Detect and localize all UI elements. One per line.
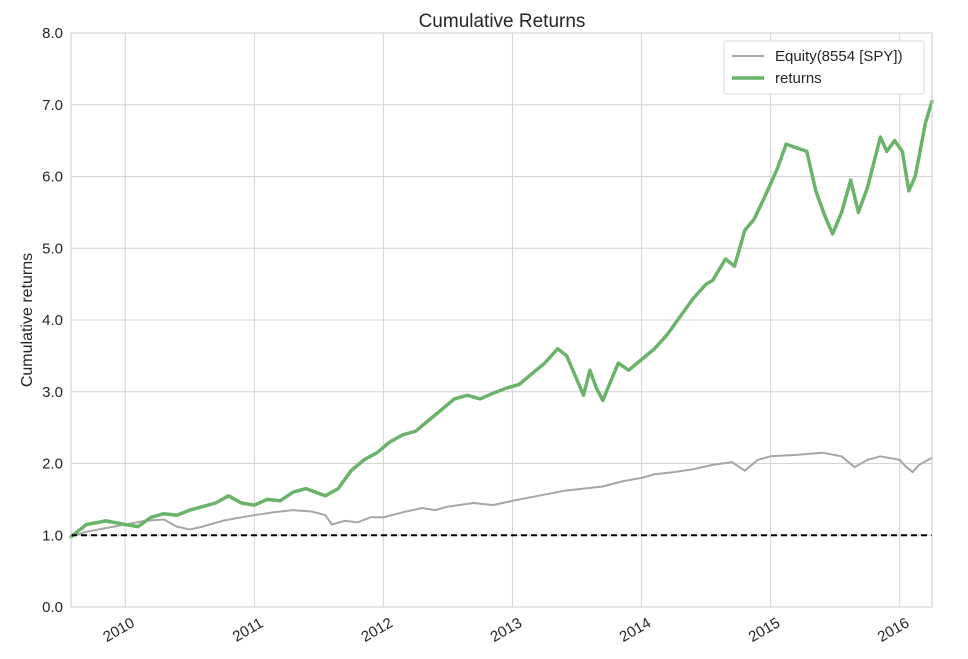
y-tick-label: 0.0: [42, 599, 63, 616]
legend-label: Equity(8554 [SPY]): [775, 48, 903, 65]
x-tick-label: 2015: [746, 614, 783, 645]
grid: [71, 32, 932, 608]
y-tick-label: 2.0: [42, 456, 63, 473]
y-tick-label: 7.0: [42, 97, 63, 114]
y-tick-label: 1.0: [42, 527, 63, 544]
series-lines: [69, 99, 934, 539]
x-axis-ticks: 2010 2011 2012 2013 2014 2015 2016: [100, 614, 912, 645]
legend-box: [723, 40, 925, 95]
legend-label: returns: [775, 70, 822, 87]
y-tick-label: 4.0: [42, 312, 63, 329]
y-tick-label: 6.0: [42, 169, 63, 186]
series-line-returns: [69, 99, 934, 539]
x-tick-label: 2014: [617, 614, 654, 645]
y-axis-label: Cumulative returns: [19, 253, 36, 387]
y-tick-label: 3.0: [42, 384, 63, 401]
x-tick-label: 2012: [358, 614, 395, 645]
y-axis-ticks: 0.0 1.0 2.0 3.0 4.0 5.0 6.0 7.0 8.0: [42, 25, 63, 616]
plot-area: [70, 32, 933, 608]
x-tick-label: 2013: [488, 614, 525, 645]
x-tick-label: 2010: [100, 614, 137, 645]
legend: Equity(8554 [SPY]) returns: [723, 40, 925, 95]
series-line-equity: [70, 451, 933, 538]
y-tick-label: 5.0: [42, 240, 63, 257]
x-tick-label: 2011: [230, 615, 266, 646]
x-tick-label: 2016: [875, 614, 912, 645]
chart-title: Cumulative Returns: [419, 11, 586, 32]
y-tick-label: 8.0: [42, 25, 63, 42]
